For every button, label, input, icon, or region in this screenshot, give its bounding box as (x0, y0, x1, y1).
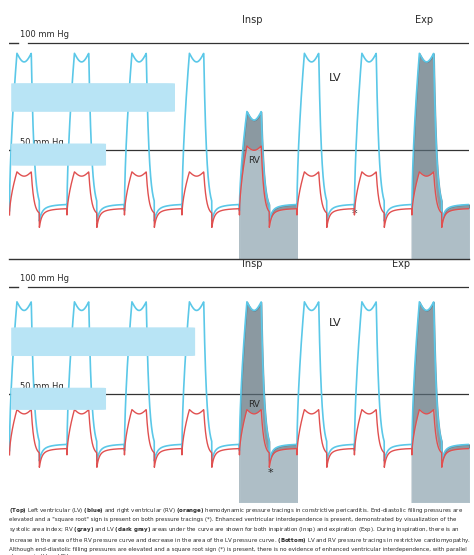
Text: 100 mm Hg: 100 mm Hg (20, 31, 69, 39)
FancyBboxPatch shape (11, 388, 106, 410)
Text: RV: RV (248, 400, 260, 410)
Text: Exp: Exp (392, 259, 410, 269)
Text: 100 mm Hg: 100 mm Hg (20, 275, 69, 284)
FancyBboxPatch shape (11, 327, 195, 356)
Text: 50 mm Hg: 50 mm Hg (36, 150, 84, 159)
Text: LV: LV (328, 73, 341, 83)
FancyBboxPatch shape (11, 144, 106, 166)
Text: Constrictive pericarditis: Constrictive pericarditis (35, 93, 152, 103)
Text: Restrictive cardiomyopathy: Restrictive cardiomyopathy (36, 337, 170, 347)
Text: LV: LV (328, 317, 341, 327)
Text: 50 mm Hg: 50 mm Hg (20, 138, 64, 147)
FancyBboxPatch shape (11, 83, 175, 112)
Text: *: * (351, 209, 357, 219)
Text: RV: RV (248, 156, 260, 165)
Text: Insp: Insp (242, 15, 263, 25)
Text: Exp: Exp (415, 15, 433, 25)
Text: 50 mm Hg: 50 mm Hg (20, 382, 64, 391)
Text: 50 mm Hg: 50 mm Hg (36, 394, 84, 403)
Text: $\bf{(Top)}$ Left ventricular (LV) $\bf{(blue)}$ and right ventricular (RV) $\bf: $\bf{(Top)}$ Left ventricular (LV) $\bf{… (9, 506, 472, 555)
Text: *: * (268, 468, 273, 478)
Text: Insp: Insp (242, 259, 263, 269)
